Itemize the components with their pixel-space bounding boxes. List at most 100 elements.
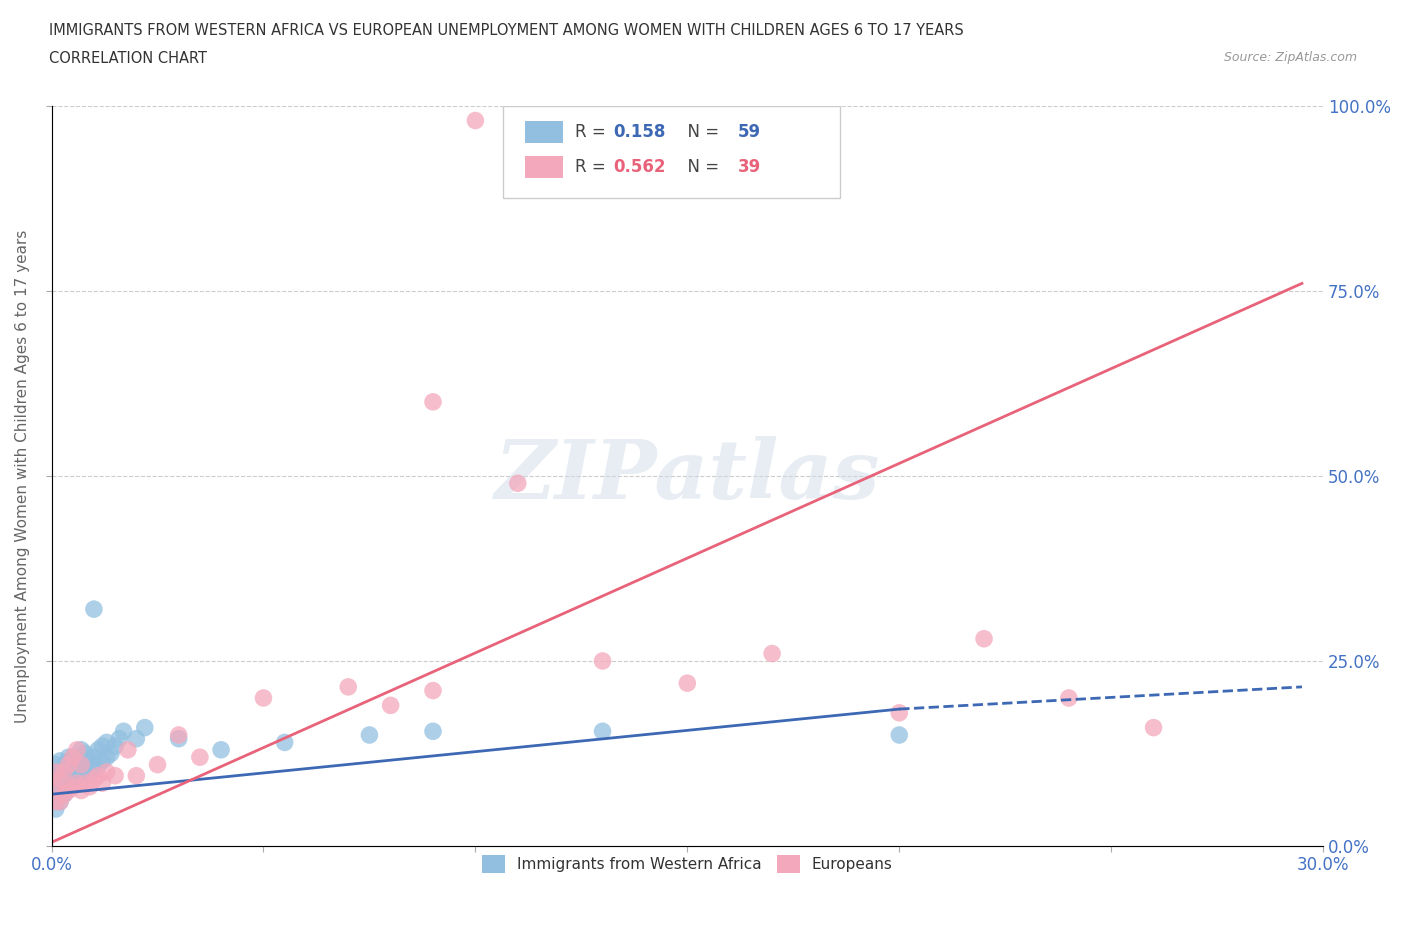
Point xyxy=(973,631,995,646)
Text: 0.562: 0.562 xyxy=(613,158,666,176)
Point xyxy=(273,735,295,750)
Point xyxy=(96,735,118,750)
Point xyxy=(1057,691,1080,706)
Point xyxy=(422,724,444,738)
Point xyxy=(45,802,67,817)
Point xyxy=(359,727,381,742)
Point xyxy=(53,787,76,802)
Point xyxy=(49,753,72,768)
Point xyxy=(66,772,89,787)
Legend: Immigrants from Western Africa, Europeans: Immigrants from Western Africa, European… xyxy=(475,849,898,879)
FancyBboxPatch shape xyxy=(524,156,562,179)
Point xyxy=(761,646,783,661)
Point xyxy=(112,724,135,738)
Point xyxy=(49,772,72,787)
Point xyxy=(45,779,67,794)
Point xyxy=(422,684,444,698)
Point xyxy=(53,772,76,787)
Point xyxy=(70,764,93,779)
Point xyxy=(592,654,614,669)
Point xyxy=(889,705,911,720)
Point xyxy=(70,742,93,757)
Text: Source: ZipAtlas.com: Source: ZipAtlas.com xyxy=(1223,51,1357,64)
Point xyxy=(53,779,76,794)
Point xyxy=(87,757,110,772)
Y-axis label: Unemployment Among Women with Children Ages 6 to 17 years: Unemployment Among Women with Children A… xyxy=(15,229,30,723)
Text: 0.158: 0.158 xyxy=(613,123,666,140)
Point xyxy=(79,779,101,794)
Point xyxy=(70,753,93,768)
Point xyxy=(58,757,80,772)
Point xyxy=(104,738,127,753)
Point xyxy=(49,779,72,794)
Point xyxy=(62,750,84,764)
Point xyxy=(83,761,105,776)
Point xyxy=(188,750,211,764)
Point xyxy=(62,768,84,783)
Point xyxy=(337,680,360,695)
Point xyxy=(49,772,72,787)
Text: 59: 59 xyxy=(738,123,761,140)
FancyBboxPatch shape xyxy=(524,121,562,142)
Point xyxy=(104,768,127,783)
Point xyxy=(45,764,67,779)
Text: R =: R = xyxy=(575,158,612,176)
Point xyxy=(45,794,67,809)
Point xyxy=(91,738,114,753)
Text: N =: N = xyxy=(678,158,724,176)
Point xyxy=(75,757,97,772)
Point xyxy=(167,731,190,746)
Point xyxy=(45,764,67,779)
Point xyxy=(91,753,114,768)
Point xyxy=(108,731,131,746)
Point xyxy=(53,757,76,772)
Point xyxy=(83,602,105,617)
Point xyxy=(62,750,84,764)
Point xyxy=(134,720,156,735)
Text: R =: R = xyxy=(575,123,612,140)
Point xyxy=(718,121,741,136)
Point xyxy=(79,753,101,768)
Point xyxy=(167,727,190,742)
Point xyxy=(70,783,93,798)
Point xyxy=(49,764,72,779)
Point xyxy=(75,768,97,783)
Point xyxy=(209,742,232,757)
Point xyxy=(58,764,80,779)
Point xyxy=(58,750,80,764)
Text: N =: N = xyxy=(678,123,724,140)
Point xyxy=(506,476,529,491)
Point xyxy=(100,746,122,761)
Point xyxy=(66,776,89,790)
Point xyxy=(66,764,89,779)
Point xyxy=(53,764,76,779)
Point xyxy=(592,724,614,738)
Point xyxy=(49,787,72,802)
Point xyxy=(58,772,80,787)
Point xyxy=(45,772,67,787)
Point xyxy=(62,761,84,776)
Point xyxy=(380,698,402,712)
Point xyxy=(125,768,148,783)
Point xyxy=(70,757,93,772)
Text: ZIPatlas: ZIPatlas xyxy=(495,436,880,516)
Point xyxy=(96,764,118,779)
FancyBboxPatch shape xyxy=(503,106,839,198)
Point xyxy=(676,676,699,691)
Point xyxy=(117,742,139,757)
Point xyxy=(70,772,93,787)
Point xyxy=(87,768,110,783)
Point xyxy=(66,742,89,757)
Point xyxy=(53,764,76,779)
Point xyxy=(83,772,105,787)
Point xyxy=(45,757,67,772)
Point xyxy=(96,750,118,764)
Point xyxy=(66,753,89,768)
Point xyxy=(87,742,110,757)
Point xyxy=(49,794,72,809)
Point xyxy=(125,731,148,746)
Point xyxy=(91,776,114,790)
Point xyxy=(58,783,80,798)
Point xyxy=(75,746,97,761)
Point xyxy=(45,779,67,794)
